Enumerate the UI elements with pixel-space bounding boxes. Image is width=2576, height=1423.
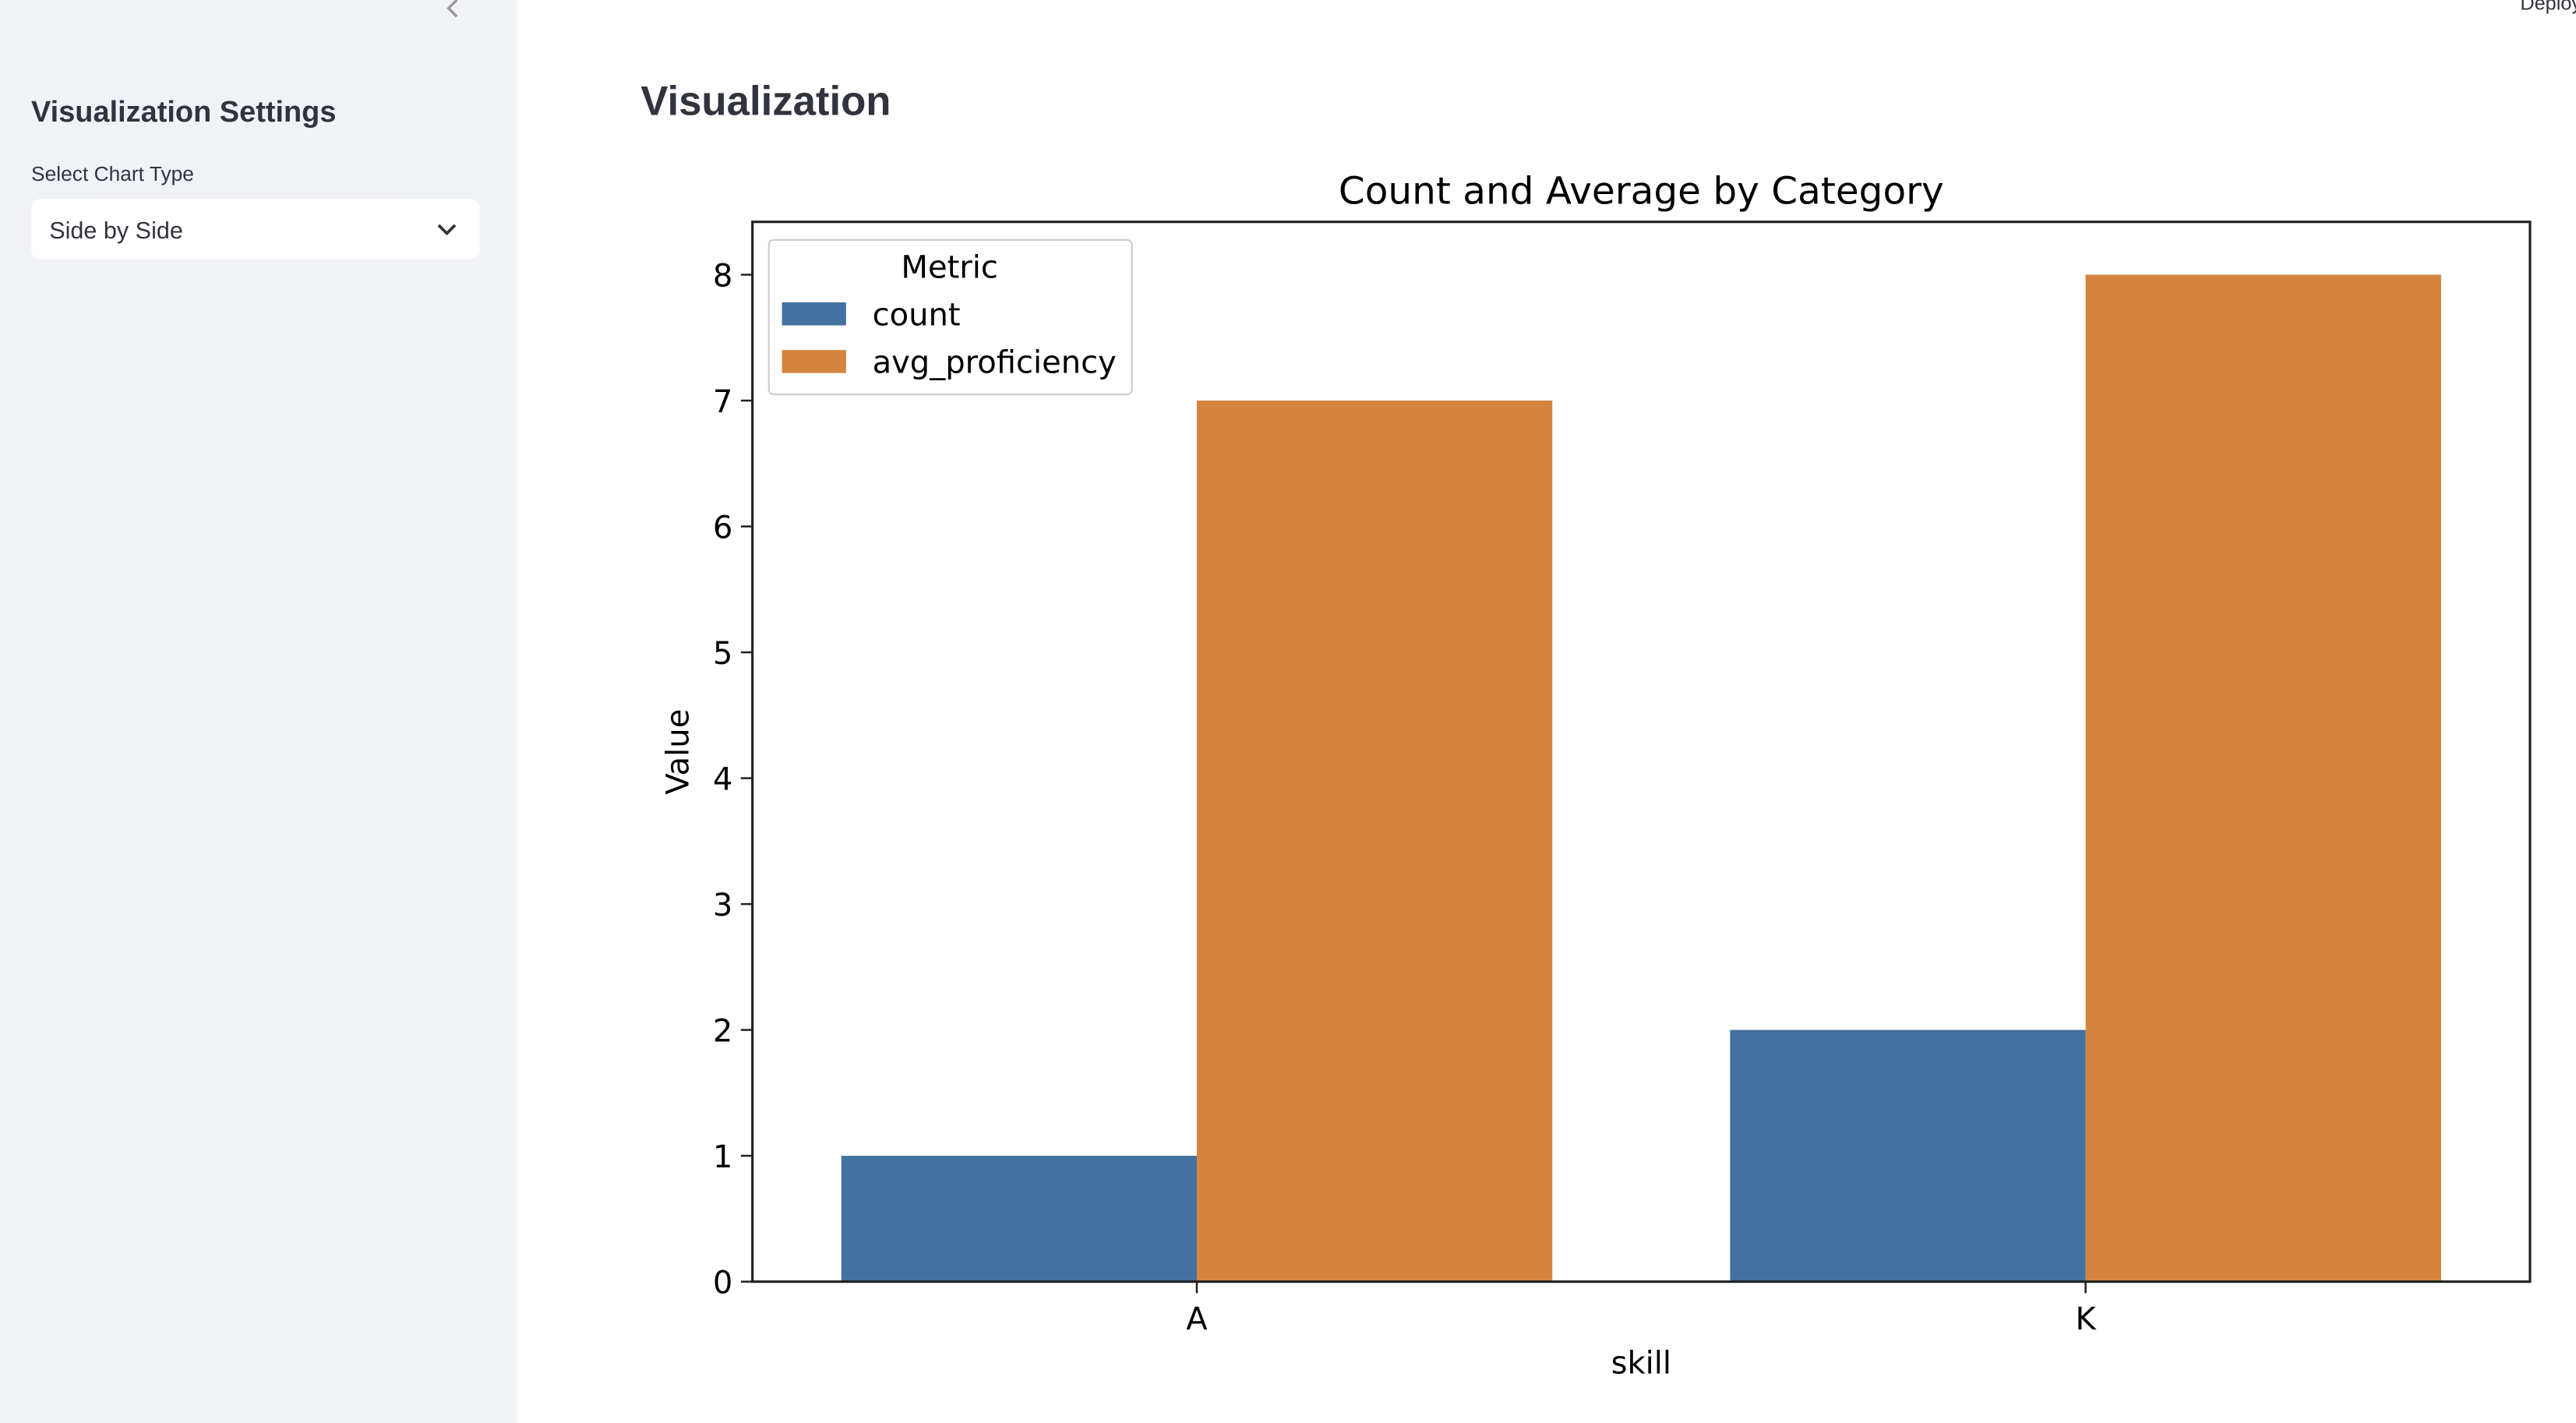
legend-label: avg_proficiency xyxy=(873,345,1117,381)
bar xyxy=(841,1156,1197,1282)
select-box[interactable] xyxy=(31,199,480,260)
x-tick-label: A xyxy=(1186,1301,1208,1337)
y-tick-label: 2 xyxy=(713,1013,732,1049)
legend-title: Metric xyxy=(901,249,998,285)
legend-swatch xyxy=(782,350,846,373)
legend-swatch xyxy=(782,302,846,326)
main-title: Visualization xyxy=(640,79,891,125)
deploy-button[interactable]: Deploy xyxy=(2520,0,2576,15)
legend-label: count xyxy=(873,298,961,334)
chart: Count and Average by Category Value skill 0… xyxy=(660,169,2532,1382)
y-tick-label: 8 xyxy=(713,258,732,294)
select-chevron[interactable] xyxy=(437,224,457,236)
legend-box xyxy=(768,238,1133,396)
select-value[interactable]: Side by Side xyxy=(49,217,183,244)
chart-title: Count and Average by Category xyxy=(1339,169,1944,213)
y-tick-label: 1 xyxy=(713,1139,732,1175)
y-tick-label: 4 xyxy=(713,761,732,797)
axes-frame xyxy=(751,221,2532,1284)
select-label: Select Chart Type xyxy=(31,162,194,185)
y-tick-label: 6 xyxy=(713,510,732,546)
y-tick-label: 5 xyxy=(713,636,732,672)
sidebar-title: Visualization Settings xyxy=(31,96,336,129)
y-axis-label: Value xyxy=(660,709,696,795)
collapse-button[interactable] xyxy=(446,0,458,18)
y-tick-label: 7 xyxy=(713,384,732,420)
x-tick-label: K xyxy=(2076,1301,2098,1337)
x-axis-label: skill xyxy=(1611,1346,1671,1382)
y-tick-label: 0 xyxy=(713,1265,732,1301)
bar xyxy=(1730,1029,2086,1282)
y-tick-label: 3 xyxy=(713,888,732,923)
bar xyxy=(1196,401,1553,1282)
bar xyxy=(2085,274,2441,1282)
